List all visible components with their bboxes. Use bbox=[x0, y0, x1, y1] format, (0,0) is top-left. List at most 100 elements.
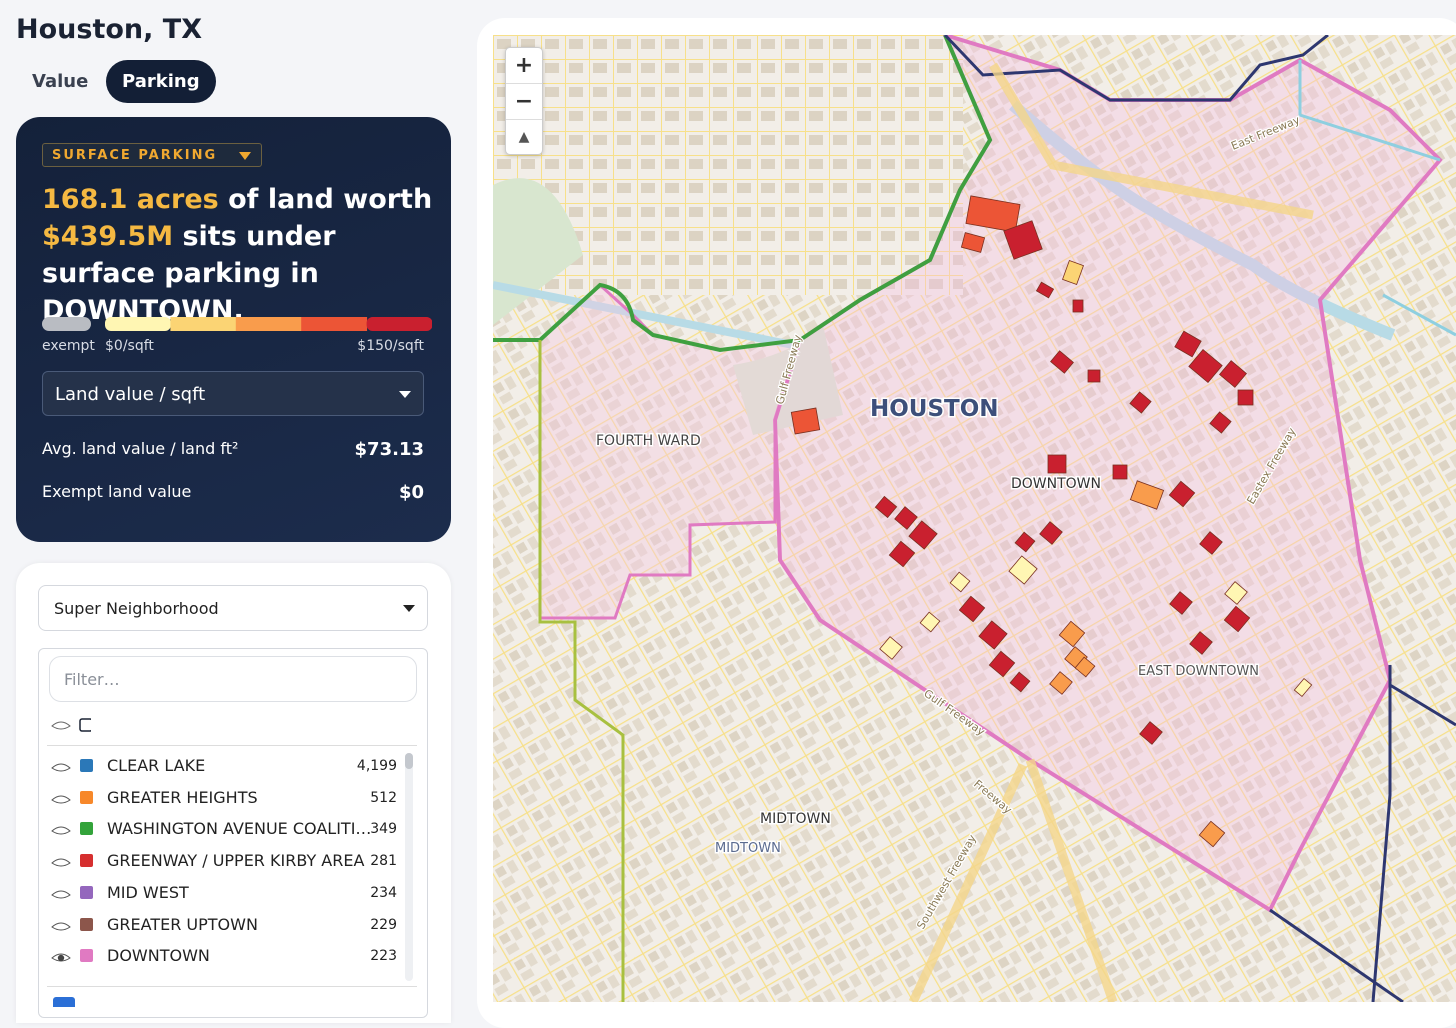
stat-label: Avg. land value / land ft² bbox=[42, 439, 239, 458]
parking-lot bbox=[1009, 671, 1031, 693]
eye-pupil bbox=[57, 954, 65, 962]
list-row[interactable]: MID WEST 234 bbox=[49, 878, 397, 908]
swatch bbox=[80, 790, 93, 804]
parking-lot bbox=[965, 195, 1021, 233]
list-row[interactable]: DOWNTOWN 223 bbox=[49, 941, 397, 971]
legend-swatch bbox=[170, 317, 237, 331]
parking-lot bbox=[1047, 454, 1067, 474]
boundary-line bbox=[943, 35, 1456, 1002]
item-name: GREENWAY / UPPER KIRBY AREA bbox=[107, 851, 365, 871]
parking-lot bbox=[1139, 721, 1163, 745]
compass[interactable]: ▲ bbox=[518, 129, 530, 145]
bayou bbox=[1009, 100, 1396, 341]
item-name: CLEAR LAKE bbox=[107, 756, 206, 775]
stat-value: $73.13 bbox=[354, 439, 424, 460]
parking-lot bbox=[908, 520, 938, 550]
eye-icon bbox=[51, 890, 71, 899]
item-name: WASHINGTON AVENUE COALITI… bbox=[107, 819, 372, 839]
summary-card: SURFACE PARKING 168.1 acres of land wort… bbox=[16, 117, 451, 542]
parking-lot bbox=[1074, 656, 1096, 678]
eye-icon bbox=[51, 721, 71, 730]
fourth-ward-boundary bbox=[538, 282, 803, 620]
zoom-in[interactable]: + bbox=[506, 48, 542, 84]
list-row[interactable]: GREENWAY / UPPER KIRBY AREA 281 bbox=[49, 846, 397, 876]
parking-lot bbox=[1008, 555, 1038, 585]
headline-part: $439.5M bbox=[42, 221, 174, 252]
list-row[interactable]: CLEAR LAKE 4,199 bbox=[49, 751, 397, 781]
list-row[interactable]: GREATER HEIGHTS 512 bbox=[49, 783, 397, 813]
parking-lot bbox=[1050, 350, 1074, 374]
legend-swatch bbox=[301, 317, 368, 331]
boundary-line bbox=[538, 340, 625, 1002]
eye-icon bbox=[51, 763, 71, 772]
tab[interactable]: Parking bbox=[106, 60, 216, 103]
parking-lot bbox=[1224, 581, 1248, 605]
city-title: Houston, TX bbox=[16, 14, 203, 45]
parking-lot bbox=[1058, 620, 1086, 648]
headline-part: 168.1 acres bbox=[42, 184, 219, 215]
parking-lot bbox=[1014, 531, 1036, 553]
parking-lot bbox=[1035, 281, 1055, 299]
item-name: MID WEST bbox=[107, 882, 189, 902]
eye-shape bbox=[51, 890, 71, 899]
parking-lot bbox=[1112, 464, 1128, 480]
parking-lot bbox=[978, 620, 1008, 650]
parking-lot bbox=[1169, 591, 1193, 615]
headline: 168.1 acres of land worth $439.5M sits u… bbox=[42, 181, 442, 329]
color-legend bbox=[42, 317, 432, 331]
parking-lot bbox=[949, 571, 971, 593]
eye-shape bbox=[51, 795, 71, 804]
list-row[interactable]: WASHINGTON AVENUE COALITI… 349 bbox=[49, 814, 397, 844]
parking-lot bbox=[919, 611, 941, 633]
parking-lot bbox=[1072, 299, 1084, 313]
parking-lot bbox=[988, 650, 1016, 678]
map[interactable]: HOUSTON FOURTH WARD DOWNTOWN EAST DOWNTOWN M… bbox=[493, 35, 1456, 1002]
item-name: GREATER HEIGHTS bbox=[107, 787, 258, 807]
item-count: 234 bbox=[370, 884, 397, 901]
map-label: MIDTOWN bbox=[715, 841, 781, 856]
item-count: 223 bbox=[370, 948, 397, 965]
legend-label: exempt bbox=[42, 338, 95, 354]
eye-shape bbox=[51, 953, 71, 962]
swatch bbox=[80, 759, 93, 772]
headline-part: sits under surface parking in DOWNTOWN. bbox=[42, 221, 336, 326]
legend-swatch bbox=[105, 317, 171, 331]
list-box: Filter… CLEAR LAKE 4,199 GREATER HEIGHTS 51… bbox=[38, 648, 428, 1018]
item-name: DOWNTOWN bbox=[107, 946, 210, 966]
parking-lot bbox=[1237, 389, 1254, 406]
list-row[interactable]: GREATER UPTOWN 229 bbox=[49, 910, 397, 940]
item-count: 512 bbox=[370, 789, 397, 806]
parking-lot bbox=[790, 407, 821, 435]
parking-lot bbox=[1168, 480, 1196, 508]
stat-row: Avg. land value / land ft² $73.13 bbox=[42, 439, 424, 460]
swatch bbox=[80, 949, 93, 963]
parking-lot bbox=[1189, 631, 1213, 655]
headline-part: of land worth bbox=[218, 184, 433, 215]
item-count: 4,199 bbox=[356, 758, 397, 774]
parking-lot bbox=[1062, 260, 1084, 285]
swatch bbox=[80, 822, 93, 836]
eye-shape bbox=[51, 858, 71, 867]
checkbox[interactable] bbox=[53, 997, 75, 1007]
item-name: GREATER UPTOWN bbox=[107, 914, 258, 934]
parking-lot bbox=[1129, 391, 1152, 414]
scrollbar bbox=[405, 753, 413, 981]
parking-lot bbox=[874, 495, 898, 519]
checkbox[interactable] bbox=[79, 718, 91, 732]
metric-select[interactable]: Land value / sqft bbox=[42, 371, 424, 416]
layer-dropdown[interactable]: SURFACE PARKING bbox=[42, 143, 262, 167]
eye-icon bbox=[51, 922, 71, 930]
parking-lot bbox=[1209, 411, 1232, 434]
zoom-out[interactable]: − bbox=[506, 84, 542, 120]
tab[interactable]: Value bbox=[32, 71, 89, 92]
map-label: EAST DOWNTOWN bbox=[1138, 664, 1259, 679]
eye-icon bbox=[51, 795, 71, 804]
filter-input[interactable]: Filter… bbox=[49, 656, 417, 702]
parking-lot bbox=[1039, 521, 1063, 545]
group-select[interactable]: Super Neighborhood bbox=[38, 585, 428, 631]
parking-lot bbox=[1087, 369, 1101, 383]
toggle-all[interactable] bbox=[51, 715, 91, 735]
swatch bbox=[80, 854, 93, 868]
stat-row: Exempt land value $0 bbox=[42, 482, 424, 503]
